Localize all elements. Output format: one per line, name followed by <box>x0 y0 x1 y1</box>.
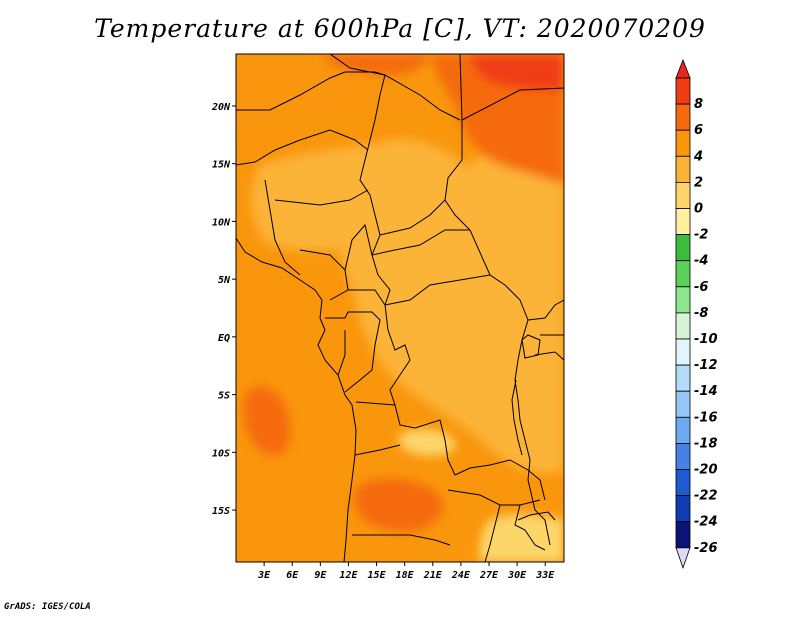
colorbar-label: -24 <box>694 515 718 530</box>
colorbar: 8 6 4 2 0 -2 -4 -6 -8 -10 -12 -14 -16 -18 -20 -22 -24 -26 <box>675 58 718 570</box>
colorbar-label: -8 <box>694 306 708 321</box>
colorbar-swatch <box>675 312 691 340</box>
colorbar-label: -20 <box>694 463 718 478</box>
colorbar-swatch <box>675 155 691 183</box>
field-mozambique-cool <box>479 514 564 562</box>
lon-tick-label: 27E <box>479 570 499 581</box>
colorbar-swatch <box>675 181 691 209</box>
colorbar-label: 8 <box>694 97 703 112</box>
country-borders <box>236 54 564 562</box>
colorbar-label: 0 <box>694 202 703 217</box>
colorbar-swatch <box>675 416 691 444</box>
lon-tick-label: 9E <box>314 570 327 581</box>
chart-title: Temperature at 600hPa [C], VT: 202007020… <box>94 14 706 43</box>
plot-frame <box>235 53 565 563</box>
colorbar-swatch <box>675 234 691 262</box>
longitude-ticks: 3E 6E 9E 12E 15E 18E 21E 24E 27E 30E 33E <box>257 562 555 581</box>
colorbar-swatch <box>675 129 691 157</box>
field-sahel-central <box>251 139 494 251</box>
colorbar-top-triangle <box>675 58 691 79</box>
lon-tick-label: 6E <box>286 570 299 581</box>
lon-tick-label: 18E <box>396 570 415 581</box>
colorbar-label: -10 <box>694 332 718 347</box>
colorbar-label: -14 <box>694 384 718 399</box>
lon-tick-label: 12E <box>339 570 358 581</box>
latitude-ticks: 20N 15N 10N 5N EQ 5S 10S 15S <box>211 102 236 517</box>
field-congo-basin <box>340 221 564 474</box>
colorbar-label: -16 <box>694 410 718 425</box>
colorbar-label: -26 <box>694 541 718 556</box>
colorbar-label: 4 <box>693 149 703 164</box>
colorbar-label: -6 <box>694 280 708 295</box>
colorbar-swatch <box>675 208 691 236</box>
colorbar-swatch <box>675 286 691 314</box>
lat-tick-label: 10N <box>212 217 231 228</box>
colorbar-swatch <box>675 338 691 366</box>
field-east-africa <box>470 154 564 300</box>
colorbar-swatch <box>675 469 691 497</box>
lon-tick-label: 3E <box>257 570 271 581</box>
lon-tick-label: 15E <box>368 570 387 581</box>
field-angola-zambia-hot <box>354 478 443 532</box>
field-northwest-hot <box>320 54 430 76</box>
colorbar-bottom-triangle <box>675 547 691 570</box>
lon-tick-label: 21E <box>423 570 443 581</box>
colorbar-label: 6 <box>694 123 703 138</box>
colorbar-label: -12 <box>694 358 718 373</box>
colorbar-swatch <box>675 521 691 549</box>
lat-tick-label: 5S <box>218 391 230 402</box>
grads-credit: GrADS: IGES/COLA <box>4 602 91 612</box>
field-red-sea-max <box>470 54 564 91</box>
field-kasai-cool-spots <box>398 429 456 456</box>
colorbar-swatch <box>675 260 691 288</box>
coastline-atlantic <box>236 237 357 562</box>
colorbar-label: -18 <box>694 436 718 451</box>
lat-tick-label: 20N <box>211 102 231 113</box>
lat-tick-label: 15N <box>212 160 231 171</box>
colorbar-swatch <box>675 495 691 523</box>
colorbar-label: -2 <box>694 228 708 243</box>
lat-tick-label: 5N <box>218 275 231 286</box>
colorbar-label: 2 <box>694 175 703 190</box>
lat-tick-label: 15S <box>212 506 230 517</box>
lon-tick-label: 24E <box>451 570 471 581</box>
temperature-field <box>236 54 564 562</box>
colorbar-swatch <box>675 442 691 470</box>
lon-tick-label: 30E <box>507 570 527 581</box>
colorbar-swatch <box>675 77 691 105</box>
colorbar-label: -22 <box>694 489 718 504</box>
colorbar-swatch <box>675 103 691 131</box>
colorbar-swatch <box>675 364 691 392</box>
lat-tick-label: EQ <box>218 333 230 344</box>
lat-tick-label: 10S <box>212 448 230 459</box>
lon-tick-label: 33E <box>535 570 555 581</box>
colorbar-label: -4 <box>694 254 708 269</box>
field-atlantic-warm-cell <box>243 386 290 456</box>
colorbar-swatch <box>675 390 691 418</box>
